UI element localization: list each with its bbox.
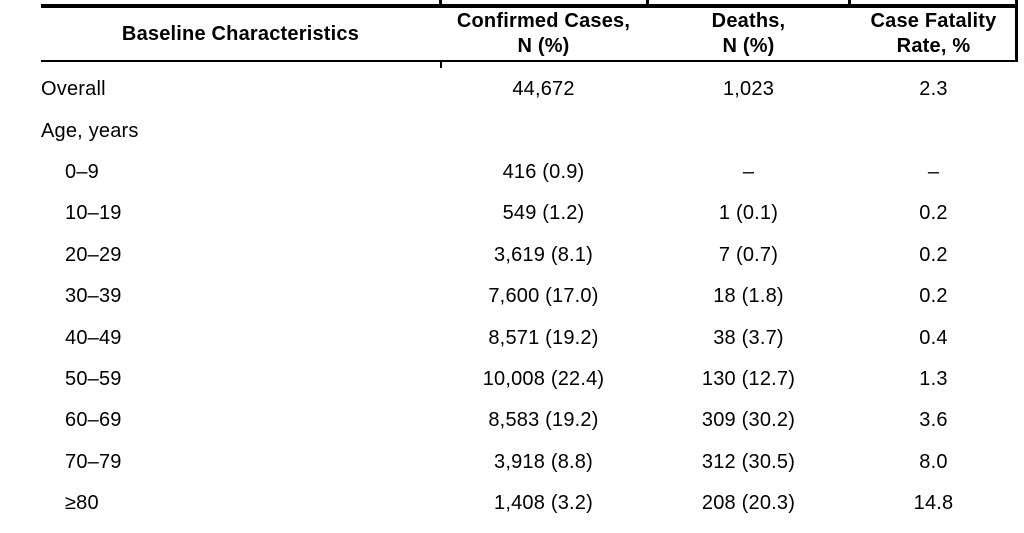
cell-confirmed-cases: 8,571 (19.2) [488, 326, 599, 349]
cell-deaths: 18 (1.8) [713, 285, 784, 308]
cell-confirmed-cases: 549 (1.2) [502, 202, 585, 225]
header-text-line1: Deaths, [711, 10, 786, 32]
cell-deaths: 312 (30.5) [701, 450, 796, 473]
cell-deaths: 1,023 [722, 78, 775, 101]
cell-case-fatality-rate: – [927, 160, 940, 183]
header-text-line1: Confirmed Cases, [456, 10, 631, 32]
cell-label: ≥80 [65, 492, 99, 515]
cell-deaths: 208 (20.3) [701, 492, 796, 515]
header-row: Baseline Characteristics Confirmed Cases… [41, 6, 1017, 62]
header-text-line2: N (%) [722, 35, 775, 57]
cell-label: 10–19 [65, 202, 122, 225]
cell-deaths: 7 (0.7) [718, 243, 779, 266]
header-text-line1: Case Fatality [870, 10, 997, 32]
table-row-age-20-29: 20–29 3,619 (8.1) 7 (0.7) 0.2 [41, 235, 1017, 276]
cell-label: 40–49 [65, 326, 122, 349]
table-row-age-30-39: 30–39 7,600 (17.0) 18 (1.8) 0.2 [41, 276, 1017, 317]
table-row-overall: Overall 44,672 1,023 2.3 [41, 69, 1017, 110]
table-row-age-10-19: 10–19 549 (1.2) 1 (0.1) 0.2 [41, 193, 1017, 234]
cell-deaths: – [742, 160, 755, 183]
cell-confirmed-cases: 416 (0.9) [502, 160, 585, 183]
table-row-age-60-69: 60–69 8,583 (19.2) 309 (30.2) 3.6 [41, 400, 1017, 441]
cell-confirmed-cases: 3,918 (8.8) [494, 450, 593, 473]
cell-label: Age, years [41, 119, 139, 142]
header-text: Baseline Characteristics [121, 22, 360, 45]
column-border-tick [440, 61, 442, 68]
cell-case-fatality-rate: 8.0 [919, 450, 948, 473]
cell-label: 0–9 [65, 160, 99, 183]
col-header-baseline-characteristics: Baseline Characteristics [41, 6, 440, 62]
cell-case-fatality-rate [850, 110, 1017, 151]
cell-confirmed-cases: 10,008 (22.4) [482, 367, 605, 390]
header-text-line2: N (%) [517, 35, 570, 57]
cell-confirmed-cases: 44,672 [512, 78, 575, 101]
cell-case-fatality-rate: 0.2 [919, 202, 948, 225]
cell-label: 70–79 [65, 450, 122, 473]
table-row-age-40-49: 40–49 8,571 (19.2) 38 (3.7) 0.4 [41, 317, 1017, 358]
cell-label: 60–69 [65, 409, 122, 432]
cell-case-fatality-rate: 2.3 [919, 78, 948, 101]
cell-confirmed-cases: 3,619 (8.1) [494, 243, 593, 266]
cell-deaths: 38 (3.7) [713, 326, 784, 349]
cell-confirmed-cases [440, 110, 647, 151]
table-row-age-70-79: 70–79 3,918 (8.8) 312 (30.5) 8.0 [41, 442, 1017, 483]
table-row-age-80-plus: ≥80 1,408 (3.2) 208 (20.3) 14.8 [41, 483, 1017, 524]
col-header-confirmed-cases: Confirmed Cases, N (%) [440, 6, 647, 62]
table-row-age-50-59: 50–59 10,008 (22.4) 130 (12.7) 1.3 [41, 359, 1017, 400]
cell-confirmed-cases: 7,600 (17.0) [488, 285, 599, 308]
col-header-case-fatality-rate: Case Fatality Rate, % [850, 6, 1017, 62]
table-row-age-0-9: 0–9 416 (0.9) – – [41, 152, 1017, 193]
cell-case-fatality-rate: 3.6 [919, 409, 948, 432]
cell-case-fatality-rate: 0.4 [919, 326, 948, 349]
cell-case-fatality-rate: 1.3 [919, 367, 948, 390]
cell-deaths: 309 (30.2) [701, 409, 796, 432]
cell-confirmed-cases: 1,408 (3.2) [494, 492, 593, 515]
spacer-row [41, 61, 1017, 69]
cell-case-fatality-rate: 0.2 [919, 285, 948, 308]
cell-label: 50–59 [65, 367, 122, 390]
cell-confirmed-cases: 8,583 (19.2) [488, 409, 599, 432]
table-row-age-years: Age, years [41, 110, 1017, 151]
cell-deaths: 130 (12.7) [701, 367, 796, 390]
cell-label: 20–29 [65, 243, 122, 266]
baseline-characteristics-table: Baseline Characteristics Confirmed Cases… [41, 4, 1017, 524]
cell-deaths [647, 110, 850, 151]
cell-case-fatality-rate: 0.2 [919, 243, 948, 266]
header-text-line2: Rate, % [896, 35, 971, 57]
cell-deaths: 1 (0.1) [718, 202, 779, 225]
cell-case-fatality-rate: 14.8 [913, 492, 954, 515]
cell-label: 30–39 [65, 285, 122, 308]
col-header-deaths: Deaths, N (%) [647, 6, 850, 62]
cell-label: Overall [41, 78, 106, 101]
